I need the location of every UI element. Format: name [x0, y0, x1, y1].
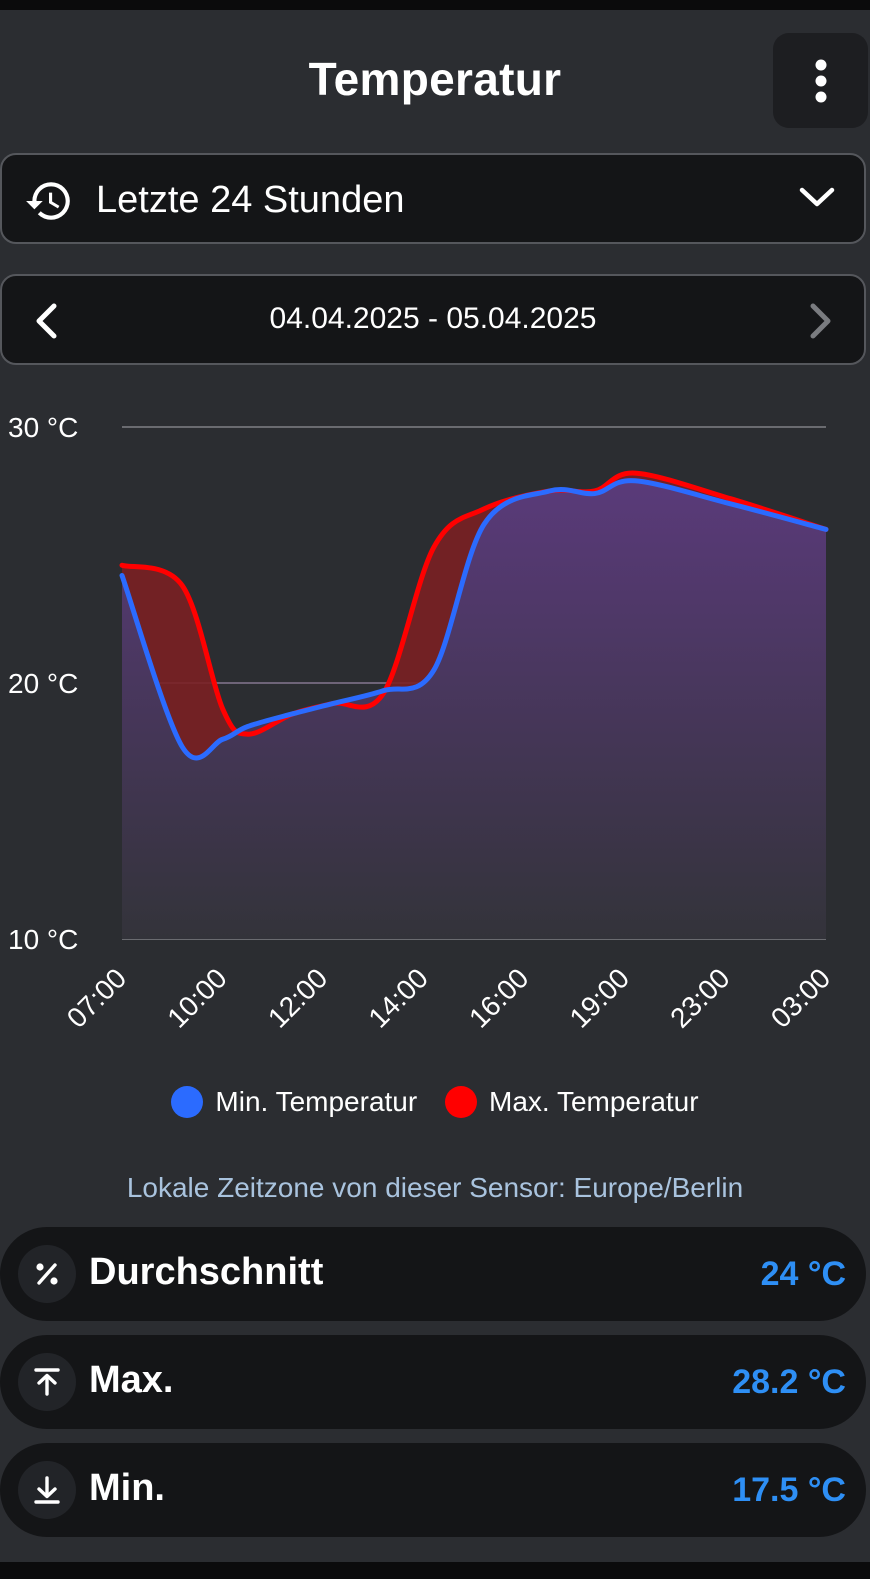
header: Temperatur [0, 30, 870, 130]
stat-max-label: Max. [89, 1359, 174, 1401]
arrow-up-to-line-icon [18, 1353, 76, 1411]
x-tick-label: 16:00 [463, 962, 534, 1033]
stat-max: Max. 28.2 °C [0, 1335, 866, 1429]
stat-min: Min. 17.5 °C [0, 1443, 866, 1537]
stat-min-value: 17.5 °C [732, 1471, 846, 1509]
percent-icon [18, 1245, 76, 1303]
x-tick-label: 23:00 [664, 962, 735, 1033]
chart-legend: Min. Temperatur Max. Temperatur [0, 1086, 870, 1126]
stat-max-value: 28.2 °C [732, 1363, 846, 1401]
chevron-down-icon [799, 187, 835, 207]
bottom-strip [0, 1562, 870, 1579]
x-tick-label: 10:00 [161, 962, 232, 1033]
stat-min-label: Min. [89, 1467, 165, 1509]
x-tick-label: 14:00 [362, 962, 433, 1033]
legend-dot-min [171, 1086, 204, 1118]
temperature-chart: 10 °C 20 °C 30 °C 07:00 10:00 12:00 14:00 16:00… [0, 380, 870, 1100]
y-tick-label: 20 °C [8, 668, 78, 699]
legend-label-min: Min. Temperatur [215, 1086, 418, 1117]
more-vert-icon [815, 59, 826, 102]
date-range-label: 04.04.2025 - 05.04.2025 [269, 302, 597, 335]
stat-average-value: 24 °C [760, 1255, 846, 1293]
x-tick-label: 12:00 [262, 962, 333, 1033]
stat-average-label: Durchschnitt [89, 1251, 324, 1293]
chart-svg: 10 °C 20 °C 30 °C 07:00 10:00 12:00 14:00 16:00… [8, 412, 836, 1034]
legend-item-min[interactable]: Min. Temperatur [171, 1086, 417, 1118]
max-temperature-band [122, 473, 826, 759]
chevron-left-icon[interactable] [32, 302, 60, 340]
arrow-down-to-line-icon [18, 1461, 76, 1519]
legend-label-max: Max. Temperatur [489, 1086, 699, 1117]
stat-average: Durchschnitt 24 °C [0, 1227, 866, 1321]
y-tick-label: 30 °C [8, 412, 78, 443]
legend-dot-max [445, 1086, 477, 1118]
y-tick-label: 10 °C [8, 924, 78, 955]
x-tick-label: 07:00 [61, 962, 132, 1033]
history-icon [26, 182, 70, 220]
status-strip [0, 0, 870, 10]
x-tick-label: 19:00 [564, 962, 635, 1033]
page-title: Temperatur [308, 53, 562, 105]
more-menu-button[interactable] [773, 33, 868, 128]
chevron-right-icon[interactable] [807, 302, 835, 340]
time-range-select[interactable]: Letzte 24 Stunden [0, 153, 866, 244]
date-navigator: 04.04.2025 - 05.04.2025 [0, 274, 866, 365]
min-temperature-line [119, 478, 829, 761]
legend-item-max[interactable]: Max. Temperatur [445, 1086, 699, 1118]
timezone-note: Lokale Zeitzone von dieser Sensor: Europ… [126, 1172, 744, 1203]
min-temperature-area [122, 480, 826, 939]
max-temperature-line [119, 470, 829, 737]
x-tick-label: 03:00 [765, 962, 836, 1033]
time-range-label: Letzte 24 Stunden [96, 179, 405, 221]
